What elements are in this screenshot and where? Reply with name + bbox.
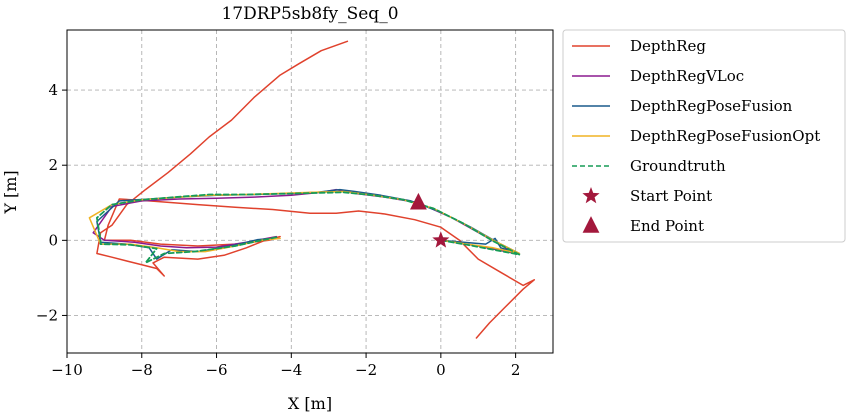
x-axis: −10 −8 −6 −4 −2 0 2 [51, 353, 520, 379]
legend-label-groundtruth: Groundtruth [630, 157, 726, 175]
y-axis: −2 0 2 4 [36, 81, 67, 324]
legend-label-start-point: Start Point [630, 187, 712, 205]
legend-swatch-end-point [582, 216, 600, 233]
x-axis-label: X [m] [288, 394, 332, 413]
plot-frame [66, 29, 554, 354]
legend-label-depthreg: DepthReg [630, 37, 706, 55]
x-tick-label: −4 [280, 361, 302, 379]
x-tick-label: −8 [131, 361, 153, 379]
plot-area [88, 40, 536, 339]
marker-layer [410, 192, 450, 248]
x-tick-label: 0 [436, 361, 446, 379]
y-tick-label: −2 [36, 306, 58, 324]
x-tick-label: −6 [205, 361, 227, 379]
y-tick-label: 0 [48, 231, 58, 249]
series-line-groundtruth [96, 191, 521, 264]
legend-label-end-point: End Point [630, 217, 704, 235]
legend-swatch-start-point [582, 187, 600, 204]
series-line-depthreg [96, 40, 536, 339]
grid-layer [66, 30, 553, 353]
legend: DepthReg DepthRegVLoc DepthRegPoseFusion De… [562, 29, 846, 243]
y-tick-label: 4 [48, 81, 58, 99]
legend-label-depthregposefusion: DepthRegPoseFusion [630, 97, 793, 115]
start-point-marker [432, 231, 450, 248]
end-point-marker [410, 192, 427, 210]
series-layer [88, 40, 536, 339]
x-tick-label: 2 [511, 361, 521, 379]
y-tick-label: 2 [48, 156, 58, 174]
x-tick-label: −10 [51, 361, 83, 379]
y-axis-label: Y [m] [1, 170, 20, 214]
chart-title: 17DRP5sb8fy_Seq_0 [221, 4, 398, 24]
legend-label-depthregvloc: DepthRegVLoc [630, 67, 744, 85]
legend-box [562, 29, 846, 243]
x-tick-label: −2 [355, 361, 377, 379]
legend-label-depthregposefusionopt: DepthRegPoseFusionOpt [630, 127, 820, 145]
